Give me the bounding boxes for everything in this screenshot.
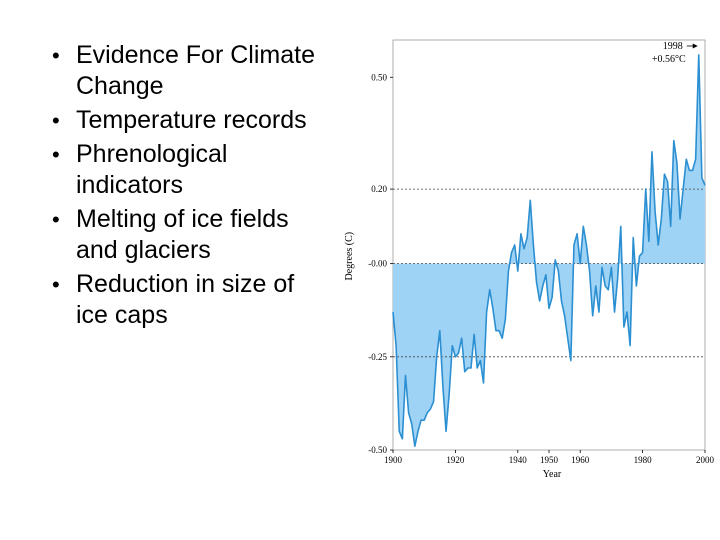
bullet-dot: • (52, 43, 60, 68)
bullet-text: Reduction in size of ice caps (76, 270, 295, 329)
x-axis-title: Year (543, 469, 562, 480)
anomaly-area (393, 54, 705, 447)
bullet-item: • Temperature records (52, 105, 322, 136)
bullet-text: Melting of ice fields and glaciers (76, 205, 289, 264)
temperature-series-line (392, 54, 706, 448)
bullet-list: • Evidence For Climate Change • Temperatur… (52, 40, 322, 334)
y-tick-label: -0.00 (368, 259, 387, 269)
x-tick-label: 1980 (634, 455, 653, 465)
x-tick-label: 1920 (446, 455, 465, 465)
arrow-head-icon (692, 43, 698, 49)
annotation-value: +0.56°C (652, 54, 686, 65)
bullet-dot: • (52, 272, 60, 297)
y-tick-label: -0.50 (368, 445, 387, 455)
y-axis-title: Degrees (C) (344, 232, 355, 281)
bullet-text: Evidence For Climate Change (76, 41, 315, 100)
x-tick-label: 1950 (540, 455, 559, 465)
x-tick-label: 1940 (509, 455, 528, 465)
bullet-dot: • (52, 142, 60, 167)
bullet-item: • Reduction in size of ice caps (52, 269, 322, 331)
y-tick-label: 0.20 (371, 184, 387, 194)
bullet-dot: • (52, 108, 60, 133)
x-tick-label: 1900 (384, 455, 403, 465)
x-tick-label: 1960 (571, 455, 590, 465)
bullet-item: • Evidence For Climate Change (52, 40, 322, 102)
bullet-text: Phrenological indicators (76, 140, 228, 199)
x-tick-label: 2000 (696, 455, 715, 465)
y-tick-label: -0.25 (368, 352, 387, 362)
annotation-year: 1998 (663, 41, 683, 52)
bullet-item: • Phrenological indicators (52, 139, 322, 201)
y-tick-label: 0.50 (371, 72, 387, 82)
bullet-dot: • (52, 207, 60, 232)
bullet-text: Temperature records (76, 106, 307, 134)
bullet-item: • Melting of ice fields and glaciers (52, 204, 322, 266)
